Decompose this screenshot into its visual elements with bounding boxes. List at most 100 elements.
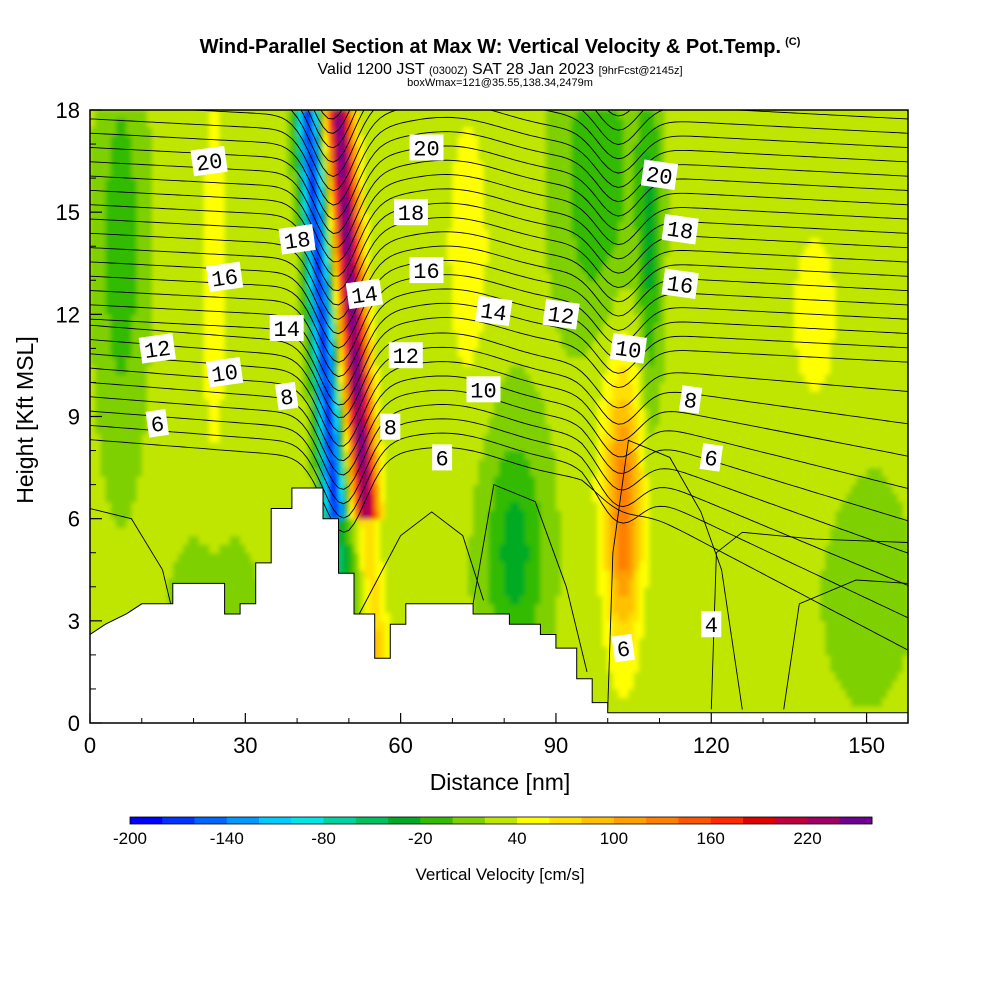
contour-label: 10 <box>466 376 501 404</box>
contour-label: 8 <box>380 413 401 442</box>
colorbar-swatch <box>484 817 518 824</box>
colorbar-swatch <box>613 817 647 824</box>
contour-label-text: 10 <box>470 379 496 404</box>
chart-title-text: Wind-Parallel Section at Max W: Vertical… <box>199 36 782 58</box>
colorbar-swatch <box>259 817 292 824</box>
contour-label: 20 <box>409 134 444 163</box>
colorbar-swatch <box>323 817 357 824</box>
contour-label-text: 10 <box>613 337 643 365</box>
y-tick-label: 0 <box>68 711 80 736</box>
y-tick-label: 12 <box>56 302 80 327</box>
contour-label-text: 8 <box>384 417 397 442</box>
valid-date: SAT 28 Jan 2023 <box>471 61 595 78</box>
contour-label-text: 20 <box>644 163 674 191</box>
contour-label: 8 <box>678 385 703 416</box>
colorbar-swatch <box>162 817 195 824</box>
colorbar-tick-label: 220 <box>793 829 821 848</box>
contour-label-text: 18 <box>283 228 313 256</box>
contour-label-text: 14 <box>479 299 509 327</box>
x-tick-label: 150 <box>848 733 885 758</box>
contour-label: 12 <box>138 333 176 365</box>
contour-label-text: 18 <box>398 202 424 227</box>
contour-label-text: 12 <box>143 337 173 365</box>
colorbar-swatch <box>355 817 389 824</box>
contour-label-text: 18 <box>665 217 695 245</box>
y-tick-label: 3 <box>68 609 80 634</box>
contour-label: 16 <box>409 257 444 285</box>
y-tick-label: 18 <box>56 98 80 123</box>
y-tick-label: 6 <box>68 507 80 532</box>
valid-time: Valid 1200 JST (0300Z) SAT 28 Jan 2023 [… <box>0 61 1000 79</box>
colorbar-swatch <box>291 817 324 824</box>
contour-label-text: 10 <box>210 360 240 388</box>
copyright-mark: (C) <box>785 36 801 49</box>
x-axis-title: Distance [nm] <box>430 769 571 795</box>
x-tick-label: 120 <box>693 733 730 758</box>
contour-label: 6 <box>432 444 453 472</box>
contour-label: 14 <box>345 278 384 311</box>
colorbar-swatch <box>549 817 583 824</box>
colorbar-swatch <box>194 817 228 824</box>
contour-label: 12 <box>542 299 580 331</box>
colorbar-swatch <box>807 817 841 824</box>
contour-label: 10 <box>609 333 648 365</box>
colorbar-tick-label: 160 <box>697 829 725 848</box>
x-tick-label: 30 <box>233 733 257 758</box>
colorbar-title: Vertical Velocity [cm/s] <box>415 865 584 884</box>
colorbar-swatch <box>130 817 163 824</box>
contour-label: 16 <box>205 261 244 294</box>
colorbar-swatch <box>581 817 615 824</box>
contour-label-text: 6 <box>435 447 448 472</box>
colorbar-swatch <box>226 817 260 824</box>
contour-label-text: 20 <box>195 149 225 177</box>
contour-label-text: 12 <box>546 303 576 331</box>
contour-label-text: 8 <box>682 389 699 416</box>
colorbar-swatch <box>839 817 873 824</box>
y-tick-label: 9 <box>68 405 80 430</box>
contour-labels: 20 20 20 18 18 18 16 16 16 14 14 14 12 12 12 10 10 10 8 8 8 6… <box>138 134 724 664</box>
contour-label: 14 <box>475 295 513 328</box>
contour-label: 20 <box>640 159 679 191</box>
colorbar-tick-label: 40 <box>508 829 527 848</box>
contour-label: 18 <box>661 213 699 246</box>
contour-label: 8 <box>274 381 299 412</box>
colorbar-swatch <box>517 817 550 824</box>
terrain <box>90 487 908 723</box>
valid-prefix: Valid 1200 JST <box>317 61 425 78</box>
contour-label: 10 <box>205 356 244 389</box>
colorbar-tick-label: -200 <box>113 829 147 848</box>
potential-temperature-contours <box>90 110 908 710</box>
contour-label-text: 6 <box>149 412 166 439</box>
contour-label-text: 20 <box>413 138 439 163</box>
colorbar-swatch <box>710 817 744 824</box>
colorbar-swatch <box>420 817 453 824</box>
colorbar-tick-label: -80 <box>311 829 336 848</box>
valid-utc: (0300Z) <box>428 65 468 77</box>
colorbar-swatch <box>743 817 776 824</box>
contour-label: 18 <box>278 224 316 256</box>
y-axis-title: Height [Kft MSL] <box>12 336 38 503</box>
contour-label: 12 <box>388 342 423 370</box>
contour-label: 6 <box>145 409 170 439</box>
contour-label-text: 16 <box>413 260 439 285</box>
contour-label-text: 12 <box>393 345 419 370</box>
contour-label-text: 14 <box>350 282 380 310</box>
contour-label-text: 6 <box>703 447 720 474</box>
colorbar-frame <box>129 816 873 825</box>
contour-label: 14 <box>269 315 304 343</box>
colorbar-swatch <box>678 817 712 824</box>
x-tick-label: 90 <box>544 733 568 758</box>
axes: 0 30 60 90 120 150 0 3 6 9 12 15 18 <box>56 98 885 758</box>
colorbar: -200 -140 -80 -20 40 100 160 220 <box>113 816 873 848</box>
chart-title: Wind-Parallel Section at Max W: Vertical… <box>0 36 1000 59</box>
contour-label-text: 16 <box>210 265 240 293</box>
colorbar-tick-label: -140 <box>210 829 244 848</box>
colorbar-swatch <box>646 817 679 824</box>
contour-label: 6 <box>699 443 724 474</box>
contour-label: 6 <box>611 633 636 664</box>
contour-label: 16 <box>661 268 699 300</box>
contour-label-text: 16 <box>665 272 695 300</box>
x-tick-label: 0 <box>84 733 96 758</box>
y-tick-label: 15 <box>56 200 80 225</box>
